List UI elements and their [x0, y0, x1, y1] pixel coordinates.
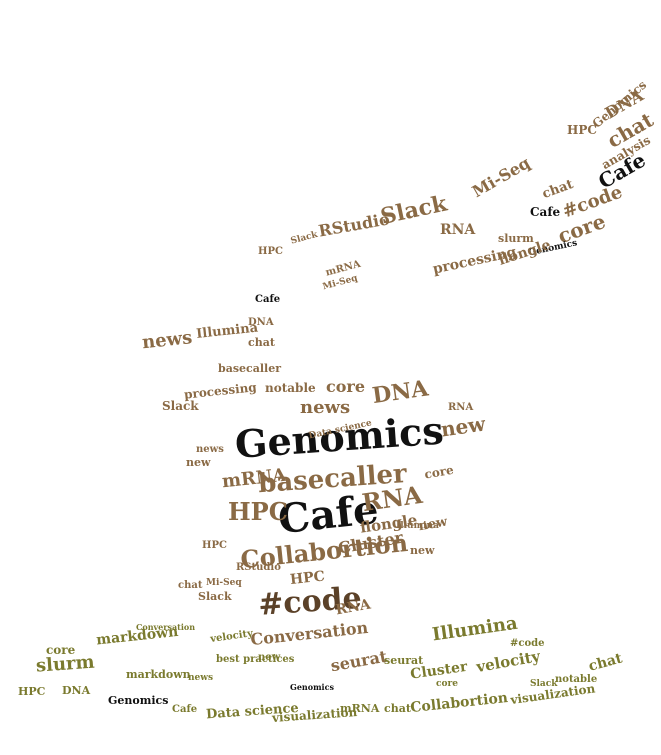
word-rstudio-steam: RStudio: [317, 209, 391, 240]
word-hpc-cup3: HPC: [202, 540, 227, 551]
word-illumina-cup2: Illumina: [396, 521, 439, 531]
word-hpc-main: HPC: [228, 497, 288, 526]
word-genomics-saucer: Genomics: [108, 694, 168, 707]
word-mrna-saucer: mRNA: [340, 702, 380, 715]
word-slack-steam2: Slack: [290, 230, 320, 247]
word-news-mid: news: [300, 397, 350, 418]
word-illumina-cup: Illumina: [196, 320, 260, 341]
word-rna-cup3: RNA: [448, 402, 473, 413]
word-data-science-saucer: Data science: [206, 701, 300, 722]
word-chat-cup2: chat: [178, 580, 203, 591]
word-seurat-saucer2: seurat: [384, 654, 424, 667]
word-basecaller-cup2: basecaller: [218, 362, 281, 375]
word-news-cup: news: [141, 327, 193, 353]
word-chat-cup: chat: [248, 336, 276, 349]
word-seurat-saucer: seurat: [329, 647, 389, 676]
word-dna-steam3: DNA: [248, 317, 274, 328]
word-rna-cup2: RNA: [334, 596, 373, 618]
word-core-saucer2: core: [436, 679, 458, 689]
word-genomics-saucer2: Genomics: [290, 682, 334, 692]
word-code: #code: [257, 581, 363, 623]
word-news-saucer: news: [188, 673, 213, 683]
word-rstudio-cup: RStudio: [236, 562, 281, 573]
word-hpc-saucer: HPC: [18, 685, 46, 698]
word-processing-cup: processing: [183, 380, 258, 402]
word-processing-steam: processing: [431, 244, 518, 277]
word-cafe: Cafe: [276, 486, 381, 543]
word-chat-saucer: chat: [384, 702, 412, 715]
word-slack-cup: Slack: [162, 399, 199, 413]
word-best-practices-saucer: best practices: [216, 654, 295, 665]
word-hpc-steam3: HPC: [258, 246, 283, 257]
word-new-handle2: new: [417, 514, 449, 534]
word-cafe-steam2: Cafe: [530, 205, 560, 219]
word-miseq-steam: Mi-Seq: [469, 153, 533, 201]
word-core-handle: core: [423, 463, 455, 482]
word-velocity-cup: velocity: [209, 628, 255, 645]
word-new-handle: new: [439, 411, 487, 441]
word-dna-saucer: DNA: [62, 684, 91, 697]
word-slack-cup2: Slack: [198, 590, 232, 603]
word-conversation-saucer: Conversation: [136, 622, 195, 632]
word-conversation-cup: Conversation: [250, 618, 370, 649]
word-core-cup: core: [326, 377, 365, 396]
word-slack-saucer: Slack: [530, 679, 558, 689]
word-notable-saucer: notable: [555, 674, 597, 685]
word-illumina-saucer: Illumina: [431, 613, 519, 646]
word-cafe-steam3: Cafe: [255, 294, 280, 305]
word-slurm-steam: slurm: [498, 232, 534, 245]
word-core-saucer: core: [46, 643, 76, 657]
word-cafe-saucer: Cafe: [172, 704, 197, 715]
word-new-saucer: new: [258, 652, 281, 663]
word-new-handle3: new: [410, 544, 435, 557]
word-rna-steam: RNA: [440, 222, 476, 238]
word-notable-cup: notable: [265, 381, 316, 395]
word-collabortion-saucer: Collabortion: [410, 690, 509, 716]
word-hpc-cup2: HPC: [289, 568, 325, 588]
word-markdown-saucer2: markdown: [126, 668, 191, 681]
word-visualization-saucer: visualization: [271, 705, 358, 725]
word-code-saucer: #code: [510, 638, 545, 649]
word-news-cup3: news: [196, 444, 224, 455]
word-miseq-cup: Mi-Seq: [206, 578, 242, 588]
word-hpc-steam: HPC: [567, 123, 597, 137]
word-dna-cup: DNA: [371, 375, 431, 409]
word-chat-saucer2: chat: [587, 650, 625, 674]
word-slurm-saucer: slurm: [35, 652, 95, 677]
word-cluster-saucer: Cluster: [409, 659, 469, 683]
word-new-cup2: new: [186, 456, 211, 469]
word-velocity-saucer: velocity: [474, 647, 543, 676]
